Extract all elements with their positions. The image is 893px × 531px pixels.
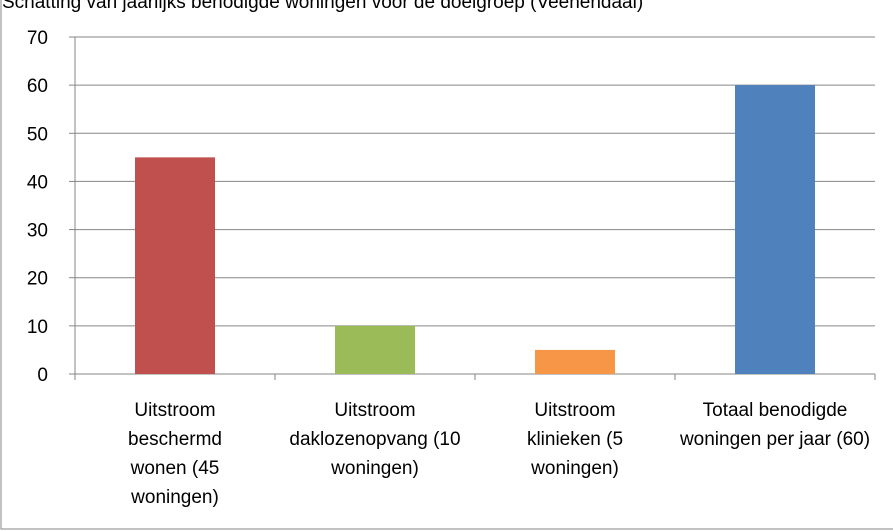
chart-title: Schatting van jaarlijks benodigde woning… bbox=[2, 0, 643, 13]
y-tick-label: 40 bbox=[27, 172, 48, 193]
bar bbox=[335, 325, 415, 374]
x-tick-label: Uitstroom klinieken (5 woningen) bbox=[526, 400, 624, 479]
y-tick-label: 50 bbox=[27, 124, 48, 145]
y-tick-label: 70 bbox=[27, 28, 48, 49]
y-tick-label: 0 bbox=[37, 365, 48, 386]
bar bbox=[535, 349, 615, 374]
x-tick-label: Uitstroom daklozenopvang (10 woningen) bbox=[289, 400, 461, 479]
y-tick-label: 30 bbox=[27, 221, 48, 242]
x-tick-label: Uitstroom beschermd wonen (45 woningen) bbox=[128, 400, 222, 508]
y-tick-label: 10 bbox=[27, 317, 48, 338]
bar bbox=[735, 85, 815, 375]
y-tick-label: 60 bbox=[27, 76, 48, 97]
x-tick-label: Totaal benodigde woningen per jaar (60) bbox=[679, 400, 871, 450]
bar bbox=[135, 157, 215, 374]
y-tick-label: 20 bbox=[27, 269, 48, 290]
